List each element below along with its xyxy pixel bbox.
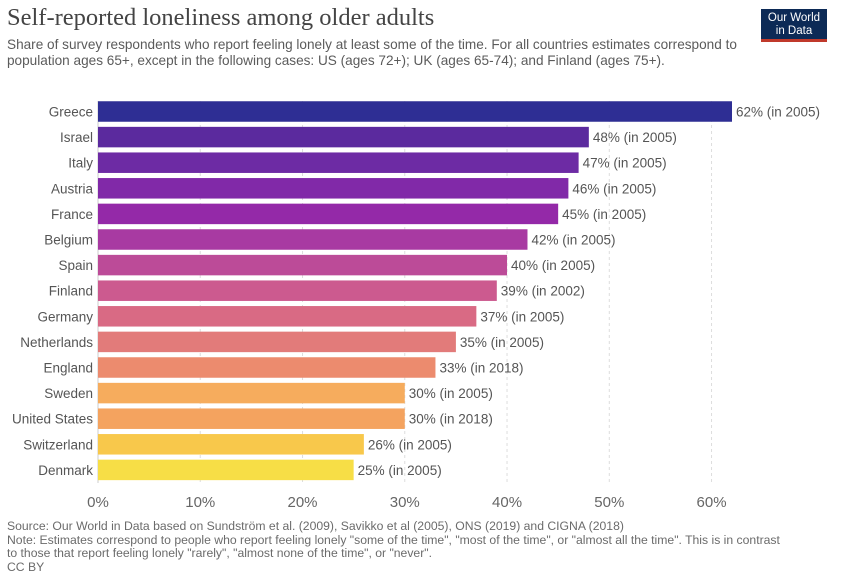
category-label: United States: [12, 412, 93, 427]
x-tick-label: 0%: [87, 494, 109, 511]
value-label: 37% (in 2005): [480, 309, 564, 324]
logo-line-2: in Data: [775, 25, 813, 37]
x-tick-label: 10%: [185, 494, 215, 511]
category-label: Spain: [58, 258, 93, 273]
bar[interactable]: [98, 178, 569, 199]
value-label: 30% (in 2018): [409, 412, 493, 427]
x-tick-label: 60%: [697, 494, 727, 511]
category-label: Israel: [60, 130, 93, 145]
value-label: 48% (in 2005): [593, 130, 677, 145]
value-label: 46% (in 2005): [572, 181, 656, 196]
category-label: Greece: [49, 105, 93, 120]
value-label: 42% (in 2005): [531, 233, 615, 248]
category-label: Finland: [49, 284, 93, 299]
bar[interactable]: [98, 254, 508, 276]
value-label: 39% (in 2002): [501, 284, 585, 299]
value-label: 40% (in 2005): [511, 258, 595, 273]
x-tick-label: 30%: [390, 494, 420, 511]
category-label: Denmark: [38, 463, 93, 478]
bar[interactable]: [98, 434, 364, 455]
source-note: Source: Our World in Data based on Sunds…: [7, 519, 624, 533]
category-label: Belgium: [44, 233, 93, 248]
value-label: 35% (in 2005): [460, 335, 544, 350]
x-tick-label: 40%: [492, 494, 522, 511]
chart-footer: Source: Our World in Data based on Sunds…: [7, 519, 847, 574]
category-label: France: [51, 207, 93, 222]
chart-subtitle: Share of survey respondents who report f…: [7, 37, 737, 68]
chart-title: Self-reported loneliness among older adu…: [7, 4, 435, 31]
bar[interactable]: [98, 101, 732, 122]
x-axis: 0% 10% 20% 30% 40% 50% 60%: [87, 494, 726, 511]
owid-logo[interactable]: Our World in Data: [761, 9, 827, 42]
category-label: Switzerland: [23, 437, 93, 452]
value-label: 47% (in 2005): [583, 156, 667, 171]
bar[interactable]: [98, 126, 589, 148]
bars: Greece 62% (in 2005) Israel 48% (in 2005) It…: [12, 101, 820, 481]
note-line-1: Note: Estimates correspond to people who…: [7, 532, 780, 547]
value-label: 33% (in 2018): [439, 361, 523, 376]
value-label: 26% (in 2005): [368, 437, 452, 452]
bar[interactable]: [98, 229, 528, 250]
value-label: 30% (in 2005): [409, 386, 493, 401]
category-label: Netherlands: [20, 335, 93, 350]
category-label: Austria: [51, 181, 94, 196]
x-tick-label: 50%: [594, 494, 624, 511]
bar[interactable]: [98, 408, 405, 429]
bar[interactable]: [98, 203, 559, 225]
bar[interactable]: [98, 459, 354, 481]
category-label: Germany: [37, 309, 93, 324]
bar[interactable]: [98, 357, 436, 378]
value-label: 25% (in 2005): [358, 463, 442, 478]
category-label: England: [43, 361, 93, 376]
logo-line-1: Our World: [767, 12, 821, 24]
bar[interactable]: [98, 280, 497, 301]
category-label: Sweden: [44, 386, 93, 401]
x-tick-label: 20%: [288, 494, 318, 511]
note-line-2: to those that report feeling lonely "rar…: [7, 546, 432, 561]
license-text: CC BY: [7, 559, 45, 574]
category-label: Italy: [68, 156, 93, 171]
bar[interactable]: [98, 331, 456, 353]
value-label: 45% (in 2005): [562, 207, 646, 222]
bar[interactable]: [98, 152, 579, 173]
bar[interactable]: [98, 382, 405, 404]
bar[interactable]: [98, 306, 477, 327]
value-label: 62% (in 2005): [736, 105, 820, 120]
